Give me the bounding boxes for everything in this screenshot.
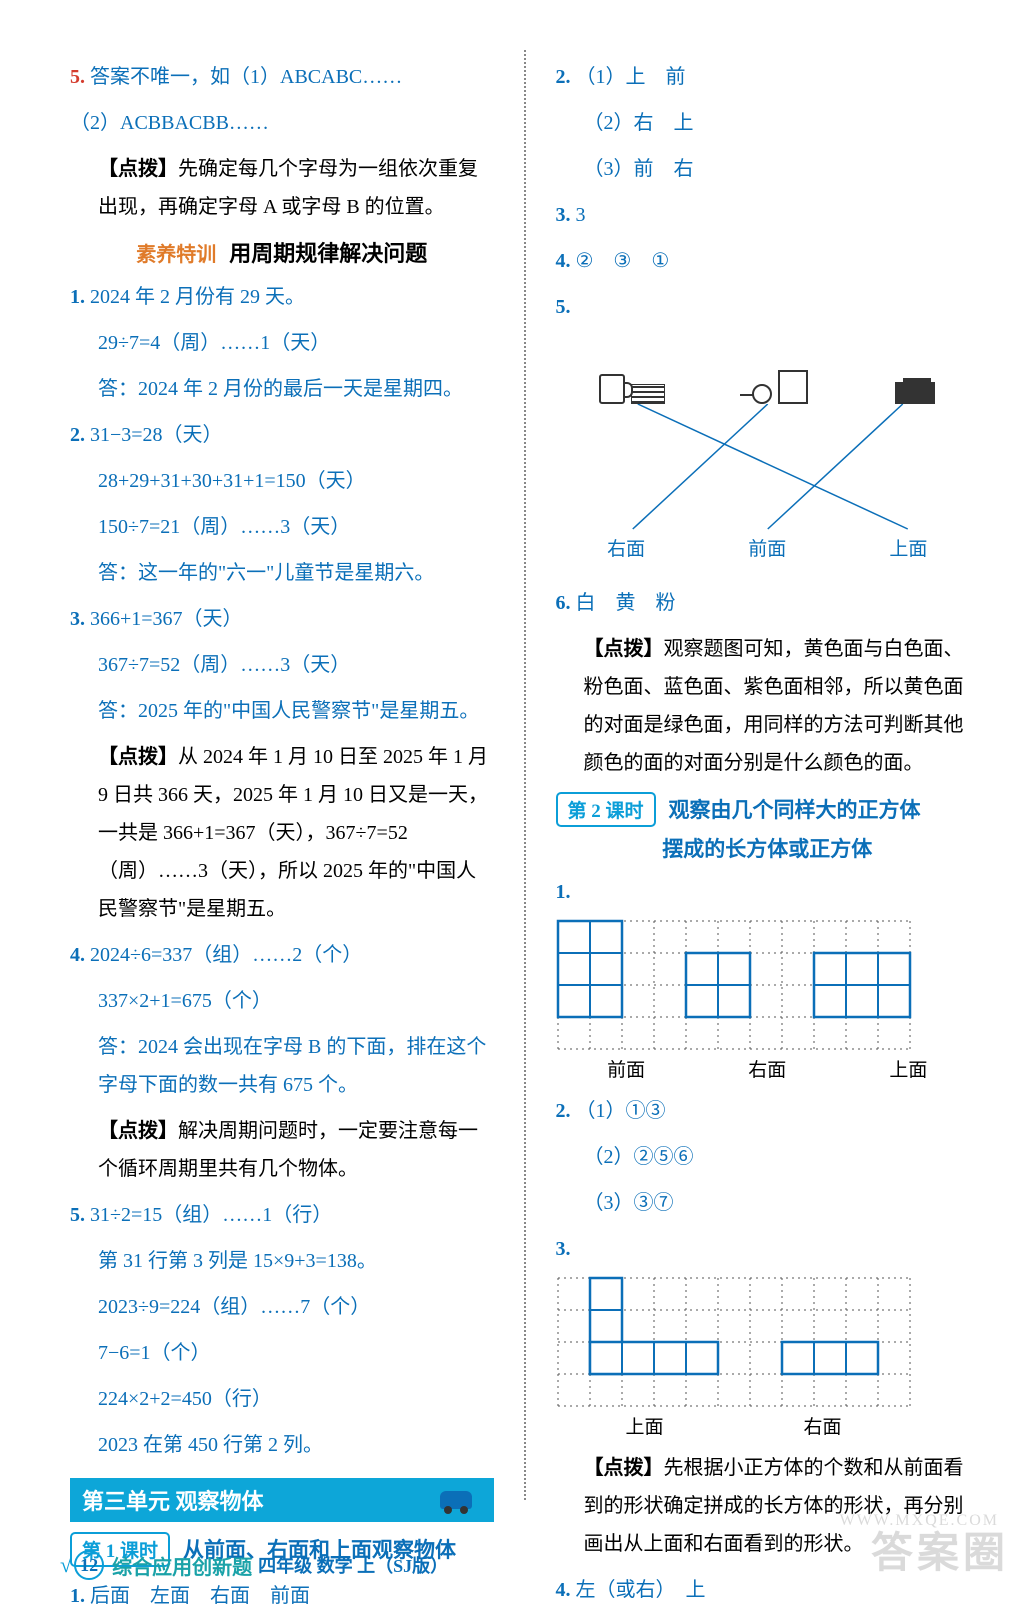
p4-num: 4. (70, 944, 85, 966)
match-label-b: 前面 (748, 534, 786, 561)
l2q1-captions: 前面 右面 上面 (556, 1055, 980, 1082)
left-column: 5. 答案不唯一，如（1）ABCABC…… （2）ACBBACBB…… 【点拨】… (60, 50, 519, 1500)
l2q1-grid (556, 919, 980, 1051)
p1-num: 1. (70, 286, 85, 308)
r-q6-hint: 【点拨】观察题图可知，黄色面与白色面、粉色面、蓝色面、紫色面相邻，所以黄色面的对… (556, 630, 980, 782)
l2q2c: （3）③⑦ (556, 1184, 980, 1222)
l2q3-captions: 上面 右面 (556, 1412, 980, 1439)
p1-l3: 答：2024 年 2 月份的最后一天是星期四。 (70, 370, 494, 408)
side-icon (631, 384, 665, 404)
q5-text: 答案不唯一，如（1）ABCABC…… (90, 66, 402, 88)
r-q5: 5. (556, 288, 980, 326)
l2q1: 1. (556, 873, 980, 911)
p3-l2: 367÷7=52（周）……3（天） (70, 646, 494, 684)
matching-bottom: 右面 前面 上面 (556, 534, 980, 561)
rect-icon (778, 370, 808, 404)
hint-label: 【点拨】 (98, 158, 178, 180)
p4-l2: 337×2+1=675（个） (70, 982, 494, 1020)
hint-label: 【点拨】 (98, 1120, 178, 1142)
lesson2-badge: 第 2 课时 (556, 792, 656, 827)
p1-l2: 29÷7=4（周）……1（天） (70, 324, 494, 362)
p2-l2: 28+29+31+30+31+1=150（天） (70, 462, 494, 500)
stack-icon (895, 382, 935, 404)
lesson2-header: 第 2 课时 观察由几个同样大的正方体 (556, 792, 980, 827)
p2-l4: 答：这一年的"六一"儿童节是星期六。 (70, 554, 494, 592)
q5-line1: 5. 答案不唯一，如（1）ABCABC…… (70, 58, 494, 96)
match-label-a: 右面 (607, 534, 645, 561)
r-q4-num: 4. (556, 250, 571, 272)
p2-num: 2. (70, 424, 85, 446)
r-q6-num: 6. (556, 592, 571, 614)
match-label-c: 上面 (889, 534, 927, 561)
p4-hint: 【点拨】解决周期问题时，一定要注意每一个循环周期里共有几个物体。 (70, 1112, 494, 1188)
p3-num: 3. (70, 608, 85, 630)
lesson2-title-b-row: 摆成的长方体或正方体 (556, 833, 980, 863)
right-column: 2. （1）上 前 （2）右 上 （3）前 右 3. 3 4. ② ③ ① 5. (531, 50, 990, 1500)
hint-label: 【点拨】 (584, 1457, 664, 1479)
p5-num: 5. (70, 1204, 85, 1226)
special-label: 素养特训 (136, 244, 216, 266)
car-icon (440, 1491, 472, 1509)
lesson2-title-b: 摆成的长方体或正方体 (662, 837, 872, 861)
r-q5-num: 5. (556, 296, 571, 318)
q5-hint: 【点拨】先确定每几个字母为一组依次重复出现，再确定字母 A 或字母 B 的位置。 (70, 150, 494, 226)
p5-l6: 2023 在第 450 行第 2 列。 (70, 1426, 494, 1464)
l1q1-num: 1. (70, 1585, 85, 1607)
r-q2c: （3）前 右 (556, 150, 980, 188)
p5-l3: 2023÷9=224（组）……7（个） (70, 1288, 494, 1326)
r-q2: 2. （1）上 前 (556, 58, 980, 96)
p5-l4: 7−6=1（个） (70, 1334, 494, 1372)
l2q3-grid (556, 1276, 980, 1408)
r-q6: 6. 白 黄 粉 (556, 584, 980, 622)
matching-top (556, 334, 980, 404)
p3-hint: 【点拨】从 2024 年 1 月 10 日至 2025 年 1 月 9 日共 3… (70, 738, 494, 928)
l2q2b: （2）②⑤⑥ (556, 1138, 980, 1176)
p5-l1: 5. 31÷2=15（组）……1（行） (70, 1196, 494, 1234)
page-number: 12 (74, 1550, 104, 1580)
page-footer: √ 12 综合应用创新题 四年级 数学 上（SJ版） (60, 1550, 989, 1580)
q5-line2: （2）ACBBACBB…… (70, 104, 494, 142)
l2q2: 2. （1）①③ (556, 1092, 980, 1130)
hint-label: 【点拨】 (98, 746, 178, 768)
special-section: 素养特训 用周期规律解决问题 (70, 236, 494, 268)
magnifier-icon (752, 384, 772, 404)
book-label: 四年级 数学 上（SJ版） (258, 1552, 448, 1578)
r-q3-num: 3. (556, 204, 571, 226)
l1q1: 1. 后面 左面 右面 前面 (70, 1577, 494, 1615)
p4-l1: 4. 2024÷6=337（组）……2（个） (70, 936, 494, 974)
matching-lines (556, 404, 980, 534)
p2-l3: 150÷7=21（周）……3（天） (70, 508, 494, 546)
mug-icon (599, 374, 625, 404)
r-q2b: （2）右 上 (556, 104, 980, 142)
column-divider (524, 50, 526, 1500)
watermark-text: 答案圈 (871, 1519, 1009, 1580)
p2-l1: 2. 31−3=28（天） (70, 416, 494, 454)
p4-l3: 答：2024 会出现在字母 B 的下面，排在这个字母下面的数一共有 675 个。 (70, 1028, 494, 1104)
p3-l1: 3. 366+1=367（天） (70, 600, 494, 638)
unit3-banner: 第三单元 观察物体 (70, 1478, 494, 1522)
p5-l5: 224×2+2=450（行） (70, 1380, 494, 1418)
matching-diagram: 右面 前面 上面 (556, 334, 980, 574)
p1-l1: 1. 2024 年 2 月份有 29 天。 (70, 278, 494, 316)
l2q3: 3. (556, 1230, 980, 1268)
p5-l2: 第 31 行第 3 列是 15×9+3=138。 (70, 1242, 494, 1280)
r-q3: 3. 3 (556, 196, 980, 234)
r-q2-num: 2. (556, 66, 571, 88)
p3-l3: 答：2025 年的"中国人民警察节"是星期五。 (70, 692, 494, 730)
lesson2-title-a: 观察由几个同样大的正方体 (669, 798, 921, 822)
hint-label: 【点拨】 (584, 638, 664, 660)
r-q4: 4. ② ③ ① (556, 242, 980, 280)
unit3-title: 第三单元 观察物体 (82, 1484, 264, 1516)
special-title: 用周期规律解决问题 (229, 241, 427, 266)
q5-num: 5. (70, 66, 85, 88)
